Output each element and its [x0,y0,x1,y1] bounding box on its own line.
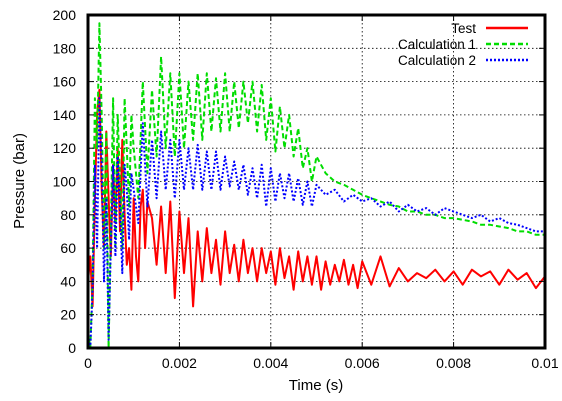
y-tick-label: 60 [60,240,76,256]
x-axis-label: Time (s) [289,377,343,394]
y-tick-label: 80 [60,207,76,223]
legend-label: Calculation 2 [398,53,476,68]
y-tick-label: 100 [53,174,77,190]
x-tick-labels: 0 0.002 0.004 0.006 0.008 0.01 [84,355,559,371]
y-tick-label: 180 [53,40,77,56]
series-line-3 [87,97,545,349]
y-tick-labels: 0 20 40 60 80 100 120 140 160 180 200 [53,7,77,356]
y-tick-label: 160 [53,74,77,90]
y-tick-label: 140 [53,107,77,123]
x-tick-label: 0.008 [436,355,471,371]
y-tick-label: 200 [53,7,77,23]
grid [88,15,545,348]
x-tick-label: 0 [84,355,92,371]
y-axis-label: Pressure (bar) [11,133,28,229]
x-tick-label: 0.006 [345,355,380,371]
series-layer [87,22,546,349]
x-tick-label: 0.01 [531,355,558,371]
y-tick-label: 120 [53,140,77,156]
legend-label: Test [451,21,476,36]
y-tick-label: 0 [68,340,76,356]
legend-label: Calculation 1 [398,37,476,52]
y-tick-label: 20 [60,307,76,323]
y-tick-label: 40 [60,273,76,289]
ticks [87,14,546,349]
series-line-2 [87,22,545,349]
x-tick-label: 0.002 [162,355,197,371]
x-tick-label: 0.004 [253,355,288,371]
